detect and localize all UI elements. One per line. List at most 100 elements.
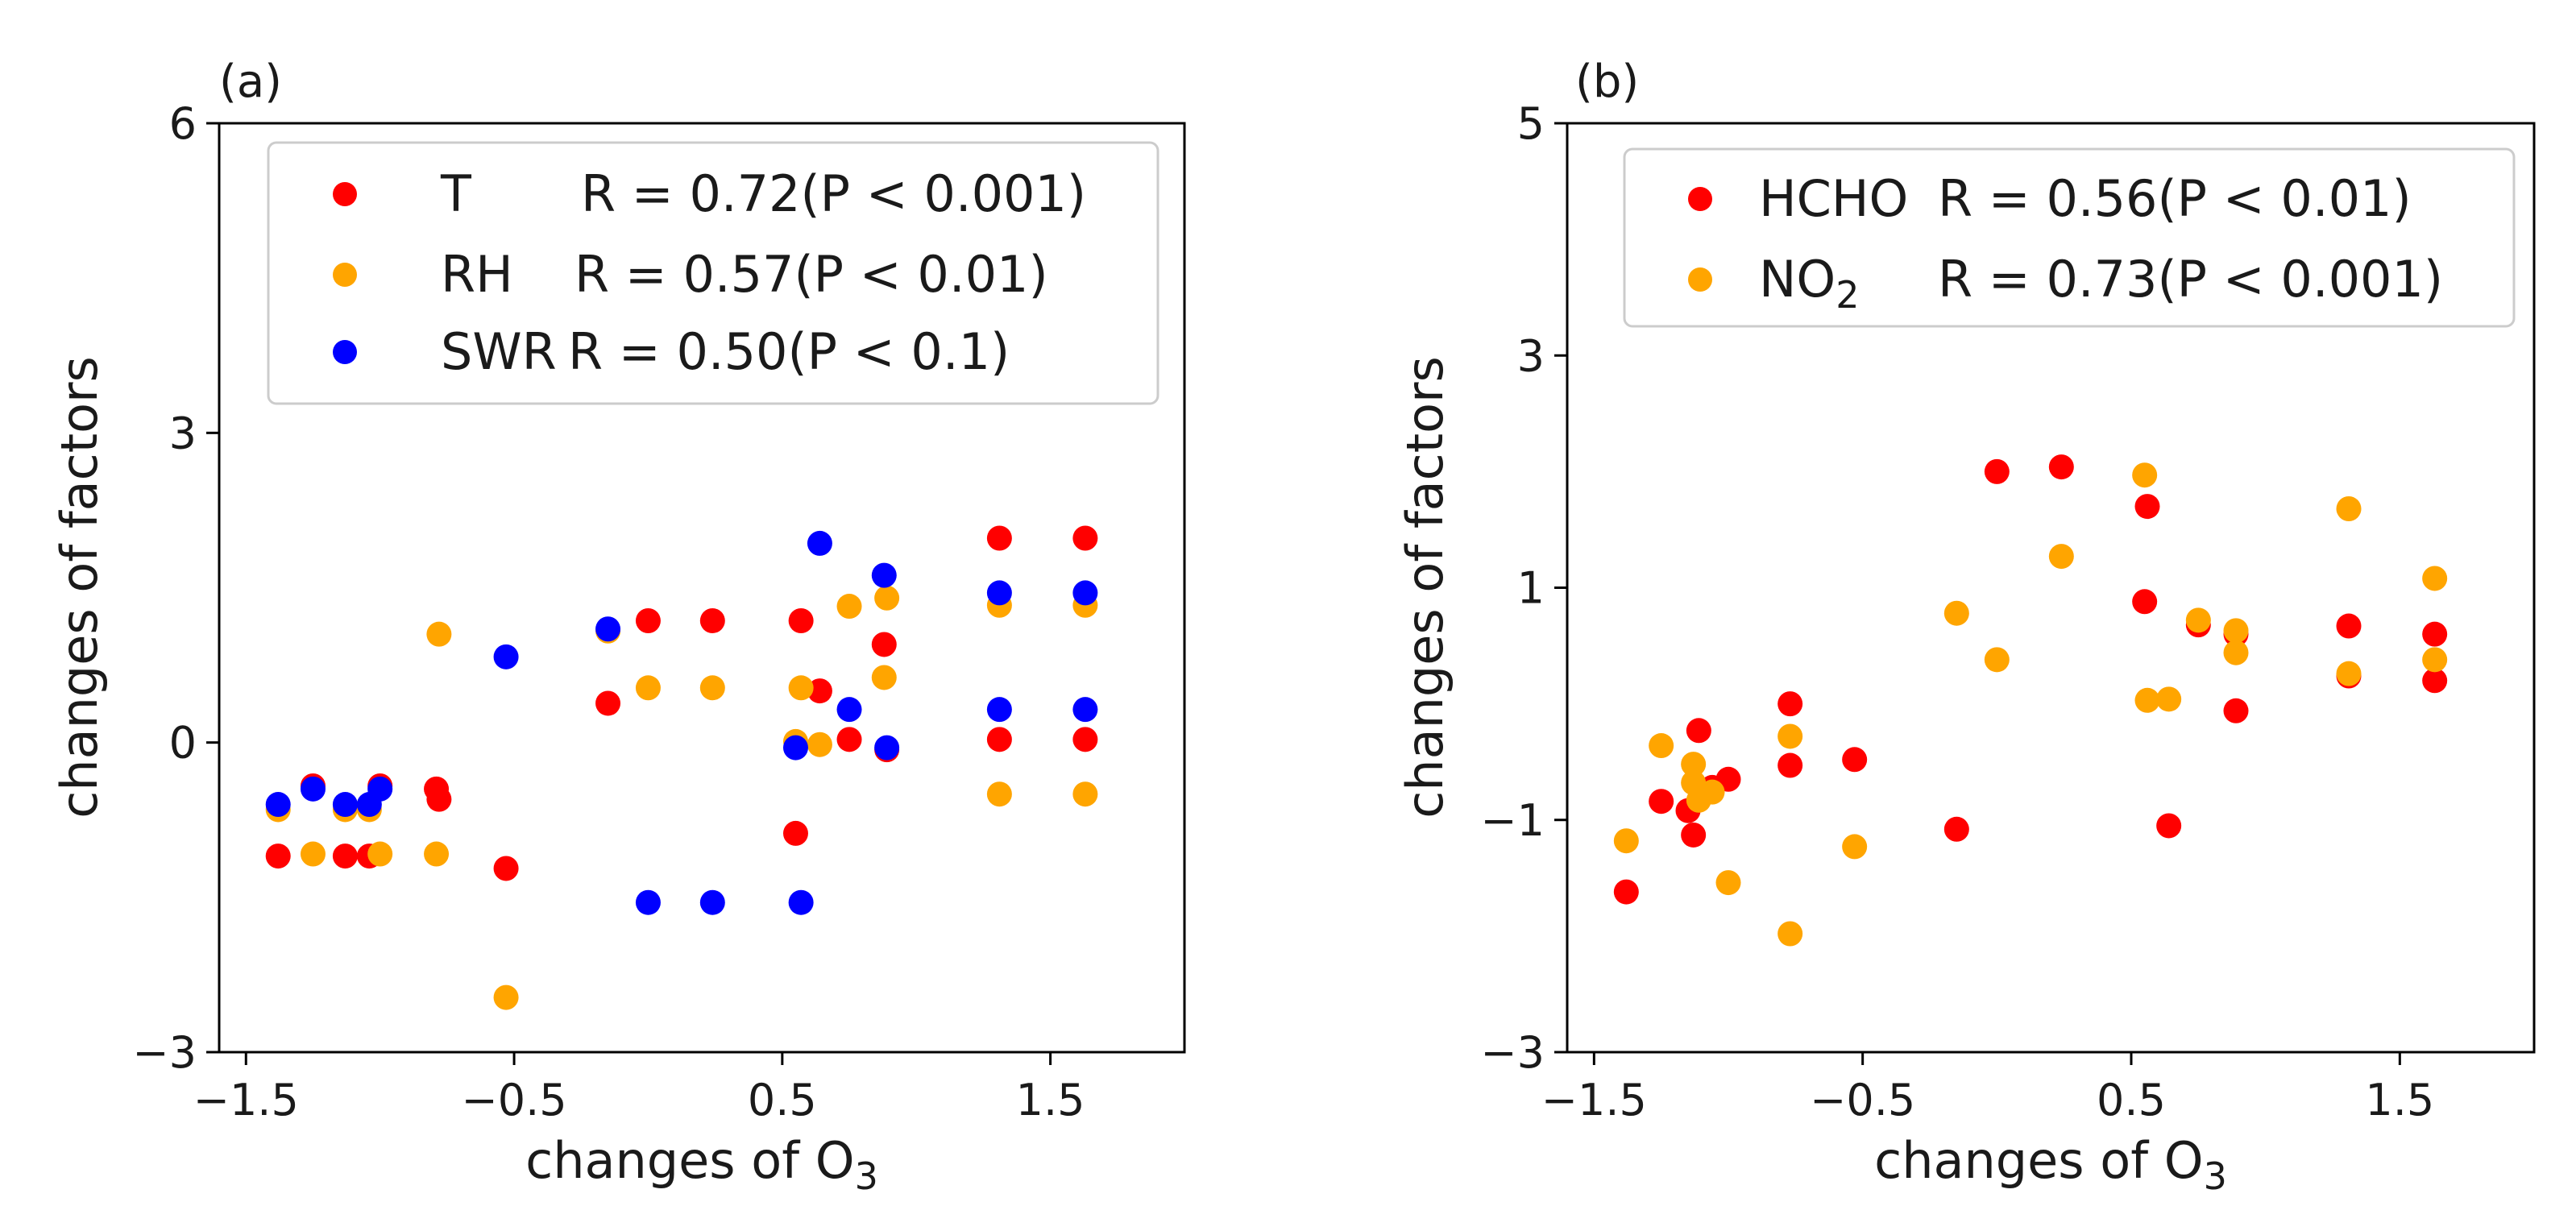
data-point-t	[426, 786, 452, 812]
panel-a-y-axis-label: changes of factors	[50, 356, 109, 819]
data-point-no2	[2422, 647, 2448, 673]
data-point-rh	[424, 841, 450, 867]
data-point-no2	[2422, 566, 2448, 591]
data-point-no2	[1715, 870, 1741, 896]
data-point-swr	[986, 580, 1012, 606]
data-point-t	[493, 856, 519, 881]
data-point-rh	[426, 621, 452, 647]
data-point-rh	[300, 841, 326, 867]
data-point-no2	[1943, 600, 1969, 626]
data-point-no2	[1842, 834, 1868, 860]
data-point-hcho	[1649, 789, 1674, 814]
legend-SWR-marker	[333, 340, 357, 364]
x-tick-label: −1.5	[1541, 1075, 1647, 1125]
data-point-no2	[2336, 661, 2362, 686]
data-point-no2	[1777, 921, 1803, 947]
data-point-no2	[1649, 733, 1674, 759]
data-point-swr	[699, 889, 725, 915]
panel-a-legend-box	[267, 141, 1159, 405]
data-point-hcho	[2132, 589, 2158, 615]
data-point-no2	[2223, 640, 2249, 665]
panel-a-x-ticks: −1.5 −0.5 0.5 1.5	[193, 1052, 1085, 1125]
data-point-hcho	[2156, 813, 2182, 839]
y-tick-label: 3	[1517, 330, 1545, 381]
y-tick-label: 0	[169, 718, 197, 769]
data-point-swr	[874, 735, 900, 761]
legend-RH-stat: R = 0.57(P < 0.01)	[575, 245, 1048, 304]
legend-NO2-stat: R = 0.73(P < 0.001)	[1938, 250, 2443, 309]
data-point-t	[807, 678, 832, 704]
legend-T-stat: R = 0.72(P < 0.001)	[581, 164, 1086, 223]
y-tick-label: −3	[132, 1027, 197, 1078]
legend-HCHO-marker	[1688, 187, 1712, 211]
data-point-rh	[635, 675, 661, 701]
data-point-swr	[807, 530, 832, 556]
data-point-t	[595, 690, 621, 716]
panel-b-x-ticks: −1.5 −0.5 0.5 1.5	[1541, 1052, 2434, 1125]
x-tick-label: 0.5	[748, 1075, 817, 1125]
data-point-hcho	[2134, 494, 2160, 520]
data-point-rh	[871, 665, 897, 690]
data-point-hcho	[1842, 747, 1868, 773]
data-point-swr	[493, 644, 519, 669]
panel-b-label: (b)	[1575, 56, 1639, 108]
y-tick-label: −1	[1480, 795, 1545, 846]
data-point-t	[1072, 727, 1098, 752]
data-point-swr	[300, 776, 326, 802]
data-point-no2	[1613, 828, 1639, 854]
legend-NO2-marker	[1688, 267, 1712, 292]
x-tick-label: 1.5	[2365, 1075, 2434, 1125]
legend-T-marker	[333, 182, 357, 206]
legend-SWR-name: SWR	[441, 322, 557, 381]
x-tick-label: −0.5	[461, 1075, 566, 1125]
data-point-rh	[807, 732, 832, 757]
data-point-no2	[2156, 686, 2182, 712]
data-point-no2	[2336, 495, 2362, 521]
data-point-rh	[367, 841, 393, 867]
data-point-hcho	[1984, 458, 2010, 484]
data-point-rh	[493, 984, 519, 1010]
data-point-hcho	[2422, 668, 2448, 694]
panel-a-x-axis-label: changes of O3	[525, 1131, 878, 1198]
legend-T-name: T	[440, 164, 472, 223]
y-tick-label: 3	[169, 408, 197, 458]
x-tick-label: 0.5	[2097, 1075, 2166, 1125]
data-point-t	[265, 843, 291, 869]
data-point-no2	[2134, 687, 2160, 713]
data-point-t	[699, 607, 725, 633]
y-tick-label: 1	[1517, 563, 1545, 614]
panel-a-label: (a)	[219, 56, 282, 108]
panel-b: (b) −1.5 −0.5 0.5 1.5 −3 −1 1 3 5 changes of O3…	[1396, 56, 2536, 1198]
data-point-no2	[1699, 779, 1725, 805]
y-tick-label: 5	[1517, 98, 1545, 149]
data-point-t	[836, 727, 862, 752]
data-point-swr	[265, 792, 291, 818]
data-point-hcho	[1777, 752, 1803, 778]
data-point-rh	[874, 585, 900, 611]
data-point-hcho	[1681, 822, 1707, 848]
data-point-no2	[1984, 647, 2010, 673]
data-point-swr	[836, 697, 862, 723]
data-point-t	[782, 820, 808, 846]
data-point-rh	[986, 781, 1012, 807]
data-point-swr	[635, 889, 661, 915]
data-point-swr	[595, 616, 621, 642]
data-point-rh	[836, 594, 862, 620]
data-point-hcho	[2336, 613, 2362, 639]
data-point-t	[986, 525, 1012, 551]
data-point-no2	[2223, 618, 2249, 644]
panel-a: (a) −1.5 −0.5 0.5 1.5 −3 0 3 6 changes of O3 c…	[50, 56, 1186, 1198]
data-point-no2	[2185, 607, 2211, 633]
data-point-no2	[1681, 752, 1707, 777]
panel-b-legend-box	[1623, 147, 2516, 328]
panel-a-legend: T R = 0.72(P < 0.001) RH R = 0.57(P < 0.…	[267, 141, 1159, 405]
data-point-no2	[1777, 723, 1803, 749]
data-point-hcho	[1613, 879, 1639, 905]
data-point-hcho	[2422, 621, 2448, 647]
data-point-rh	[699, 675, 725, 701]
x-tick-label: −0.5	[1810, 1075, 1915, 1125]
data-point-hcho	[1686, 718, 1711, 744]
data-point-t	[332, 843, 358, 869]
panel-a-points	[265, 525, 1098, 1010]
panel-b-legend: HCHO R = 0.56(P < 0.01) NO2 R = 0.73(P <…	[1623, 147, 2516, 328]
